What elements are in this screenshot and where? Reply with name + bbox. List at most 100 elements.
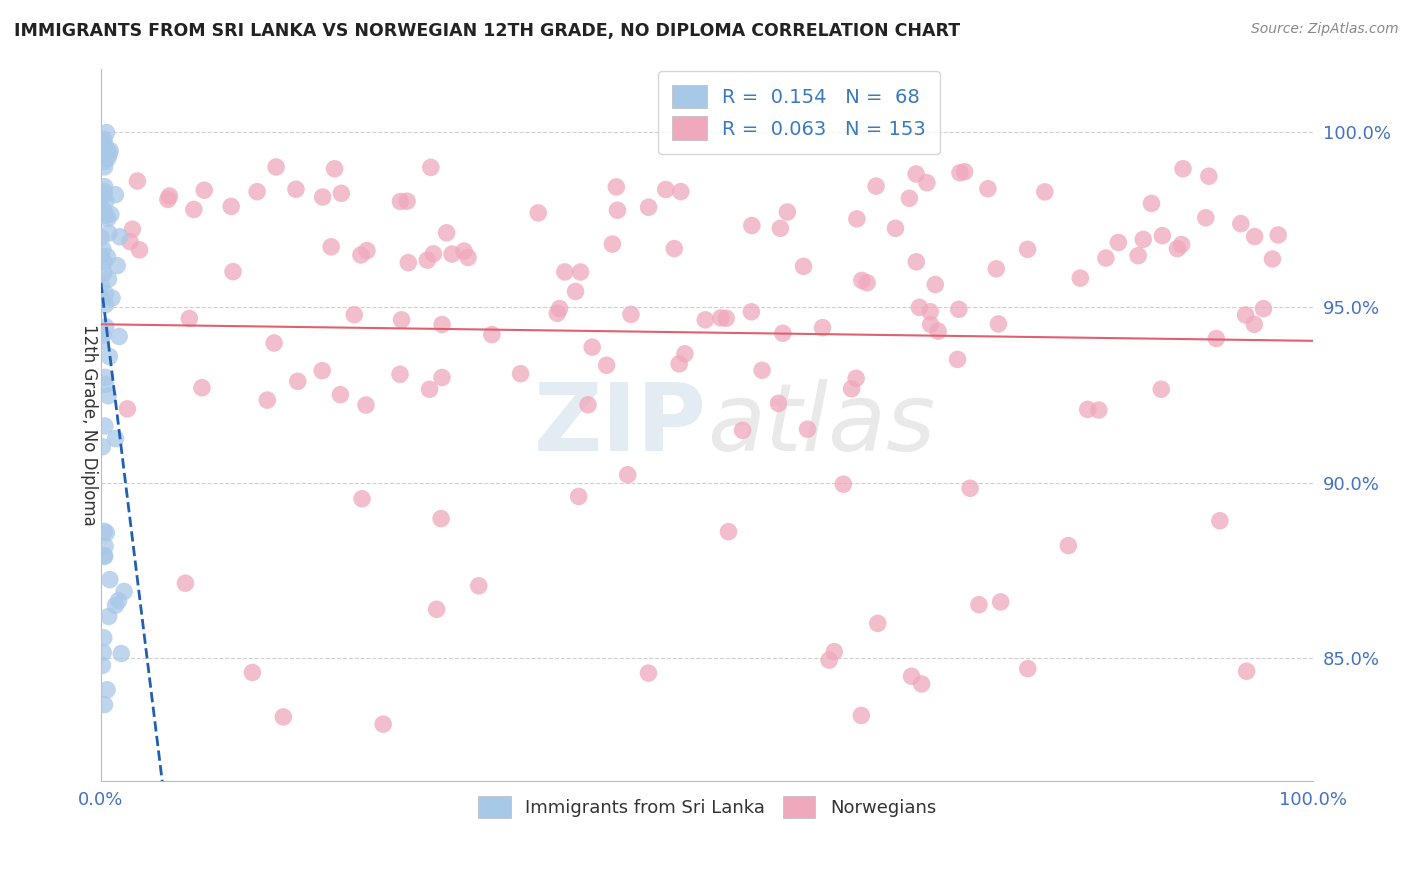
Point bbox=[354, 398, 377, 412]
Point bbox=[772, 326, 794, 341]
Point bbox=[121, 222, 143, 236]
Point bbox=[546, 306, 568, 320]
Point bbox=[1261, 252, 1284, 266]
Point bbox=[908, 301, 931, 315]
Point bbox=[637, 666, 659, 681]
Point bbox=[1057, 539, 1080, 553]
Point bbox=[1236, 665, 1258, 679]
Point bbox=[792, 260, 814, 274]
Point bbox=[1132, 232, 1154, 246]
Point bbox=[91, 144, 114, 158]
Point bbox=[977, 182, 1000, 196]
Point bbox=[93, 160, 115, 174]
Point bbox=[104, 599, 127, 613]
Point bbox=[731, 423, 754, 437]
Point bbox=[94, 319, 117, 334]
Point bbox=[91, 242, 114, 256]
Point bbox=[430, 370, 453, 384]
Point bbox=[949, 166, 972, 180]
Text: ZIP: ZIP bbox=[534, 379, 707, 471]
Point bbox=[263, 336, 285, 351]
Point bbox=[986, 261, 1008, 276]
Point bbox=[108, 329, 131, 343]
Point bbox=[108, 229, 131, 244]
Point bbox=[953, 165, 976, 179]
Point bbox=[242, 665, 264, 680]
Point bbox=[900, 669, 922, 683]
Point bbox=[350, 248, 373, 262]
Text: atlas: atlas bbox=[707, 379, 935, 470]
Point bbox=[430, 511, 453, 525]
Point bbox=[93, 698, 115, 712]
Point bbox=[602, 237, 624, 252]
Point bbox=[1033, 185, 1056, 199]
Point bbox=[527, 206, 550, 220]
Point bbox=[93, 185, 115, 199]
Point bbox=[97, 144, 120, 158]
Point bbox=[343, 308, 366, 322]
Point bbox=[1140, 196, 1163, 211]
Point bbox=[884, 221, 907, 235]
Point bbox=[323, 161, 346, 176]
Point bbox=[768, 396, 790, 410]
Point bbox=[273, 710, 295, 724]
Point bbox=[1209, 514, 1232, 528]
Point bbox=[419, 382, 441, 396]
Point bbox=[93, 549, 115, 564]
Point bbox=[94, 370, 117, 384]
Point bbox=[468, 579, 491, 593]
Point bbox=[548, 301, 571, 316]
Point bbox=[312, 190, 335, 204]
Point bbox=[128, 243, 150, 257]
Point bbox=[93, 549, 115, 563]
Point bbox=[91, 440, 114, 454]
Point bbox=[94, 209, 117, 223]
Point bbox=[416, 253, 439, 268]
Point bbox=[96, 126, 118, 140]
Point bbox=[100, 207, 122, 221]
Point bbox=[93, 524, 115, 539]
Point bbox=[620, 307, 643, 321]
Point bbox=[655, 182, 678, 196]
Point bbox=[94, 298, 117, 312]
Point bbox=[967, 598, 990, 612]
Point bbox=[637, 200, 659, 214]
Point bbox=[91, 186, 114, 201]
Point bbox=[97, 211, 120, 226]
Point bbox=[605, 180, 627, 194]
Point bbox=[284, 182, 307, 196]
Point bbox=[105, 259, 128, 273]
Point bbox=[97, 151, 120, 165]
Point bbox=[1195, 211, 1218, 225]
Point bbox=[740, 305, 762, 319]
Point bbox=[481, 327, 503, 342]
Point bbox=[959, 481, 981, 495]
Point bbox=[91, 205, 114, 219]
Point bbox=[910, 677, 932, 691]
Point bbox=[94, 138, 117, 153]
Point bbox=[714, 311, 737, 326]
Point bbox=[1150, 382, 1173, 396]
Point bbox=[569, 265, 592, 279]
Point bbox=[174, 576, 197, 591]
Point bbox=[193, 183, 215, 197]
Point bbox=[669, 185, 692, 199]
Point bbox=[509, 367, 531, 381]
Point bbox=[90, 249, 112, 263]
Point bbox=[595, 358, 617, 372]
Point bbox=[1243, 229, 1265, 244]
Point bbox=[93, 266, 115, 280]
Point bbox=[851, 708, 873, 723]
Point bbox=[101, 291, 124, 305]
Point bbox=[98, 147, 121, 161]
Point bbox=[98, 350, 121, 364]
Point bbox=[419, 161, 441, 175]
Point bbox=[90, 134, 112, 148]
Point bbox=[107, 593, 129, 607]
Point bbox=[915, 176, 938, 190]
Point bbox=[94, 377, 117, 392]
Point bbox=[856, 276, 879, 290]
Point bbox=[191, 381, 214, 395]
Point bbox=[321, 240, 343, 254]
Point bbox=[564, 285, 586, 299]
